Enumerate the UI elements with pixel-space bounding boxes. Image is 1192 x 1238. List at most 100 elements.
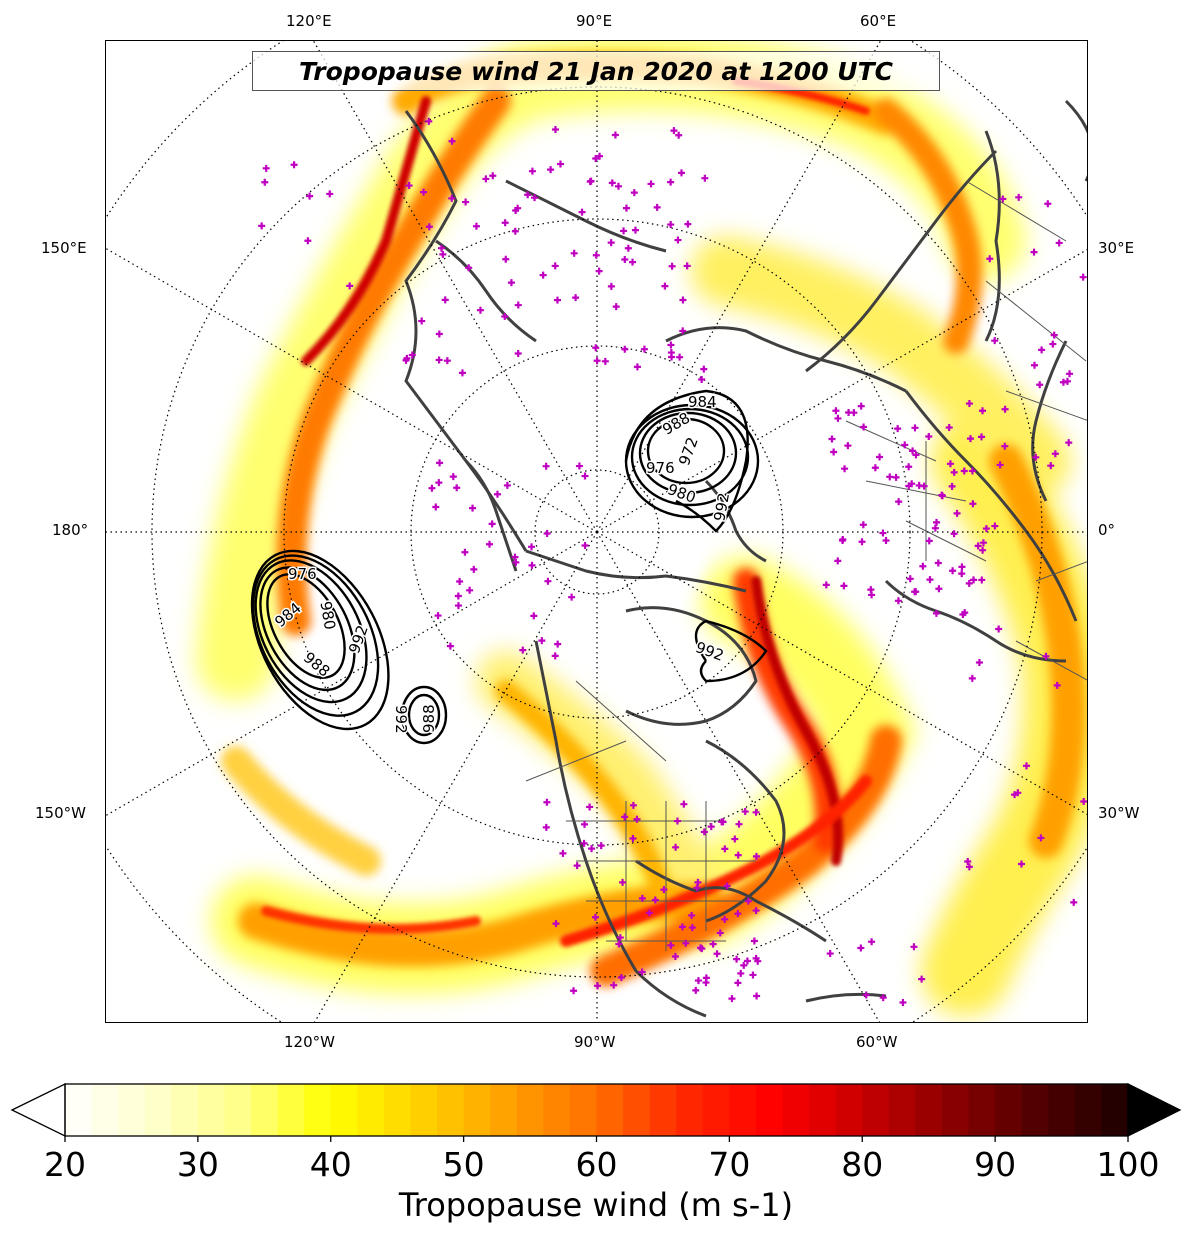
station-marker [674,236,682,244]
station-marker [530,612,538,620]
svg-text:972: 972 [675,435,702,468]
station-marker [719,818,727,826]
station-marker [731,835,739,843]
station-marker [432,503,440,511]
colorbar-cell [277,1084,305,1136]
station-marker [511,227,519,235]
station-marker [489,172,497,180]
station-marker [935,585,943,593]
station-marker [682,939,690,947]
station-marker [965,863,973,871]
colorbar-tick-marks [64,1136,1129,1142]
station-marker [448,194,456,202]
station-marker [633,815,641,823]
station-marker [1051,450,1059,458]
lon-label-right-1: 0° [1098,521,1116,539]
station-marker [701,174,709,182]
station-marker [436,459,444,467]
station-marker [629,801,637,809]
station-marker [905,463,913,471]
station-marker [443,357,451,365]
country-borders [525,180,1087,951]
station-marker [694,878,702,886]
station-marker [638,968,646,976]
station-marker [750,937,758,945]
colorbar-cell [702,1084,730,1136]
lon-label-right-2: 30°W [1098,804,1140,822]
station-marker [601,357,609,365]
station-marker [741,808,749,816]
colorbar-cell [995,1084,1023,1136]
lon-label-top-2: 60°E [860,12,897,30]
station-marker [570,249,578,257]
station-marker [592,344,600,352]
station-marker [621,345,629,353]
station-marker [979,546,987,554]
station-marker [556,160,564,168]
station-marker [978,433,986,441]
station-marker [734,979,742,987]
station-marker [543,798,551,806]
station-marker [595,267,603,275]
station-marker [667,221,675,229]
station-marker [1001,442,1009,450]
station-marker [721,845,729,853]
station-marker [1047,462,1055,470]
svg-text:992: 992 [693,638,726,665]
station-marker [647,180,655,188]
station-marker [737,969,745,977]
station-marker [591,913,599,921]
colorbar-tick-label: 90 [974,1145,1017,1184]
station-marker [619,878,627,886]
station-marker [617,974,625,982]
station-marker [918,975,926,983]
station-marker [667,341,675,349]
colorbar-cell [330,1084,358,1136]
wind-field [196,41,1087,1016]
station-marker [899,998,907,1006]
polar-stereographic-map: 976 980 984 988 992 988 992 984 988 972 … [106,41,1087,1022]
map-title: Tropopause wind 21 Jan 2020 at 1200 UTC [252,51,940,91]
station-marker [470,565,478,573]
station-marker [968,467,976,475]
station-marker [551,652,559,660]
station-marker [633,363,641,371]
colorbar-cell [1021,1084,1049,1136]
colorbar-tick-label: 50 [442,1145,485,1184]
station-marker [629,835,637,843]
station-marker [970,576,978,584]
station-marker [743,957,751,965]
lon-label-bottom-2: 60°W [856,1033,898,1051]
station-marker [982,525,990,533]
station-marker [608,179,616,187]
station-marker [456,578,464,586]
station-marker [1015,193,1023,201]
station-marker [607,239,615,247]
station-marker [326,190,334,198]
station-marker [692,986,700,994]
lon-label-top-0: 120°E [286,12,332,30]
colorbar-cell [941,1084,970,1136]
station-marker [403,354,411,362]
station-marker [978,576,986,584]
station-marker [622,204,630,212]
station-marker [614,182,622,190]
station-marker [581,472,589,480]
station-marker [512,206,520,214]
station-marker [1053,681,1061,689]
station-marker [592,155,600,163]
station-marker [728,995,736,1003]
colorbar-label: Tropopause wind (m s-1) [398,1186,794,1224]
station-marker [670,127,678,135]
colorbar-cell [171,1084,199,1136]
station-marker [544,577,552,585]
station-marker [638,894,646,902]
station-marker [258,222,266,230]
colorbar-cell [65,1084,93,1136]
station-marker [420,188,428,196]
station-marker [676,353,684,361]
station-marker [979,539,987,547]
station-marker [752,808,760,816]
colorbar-cell [649,1084,677,1136]
lon-label-top-1: 90°E [576,12,613,30]
